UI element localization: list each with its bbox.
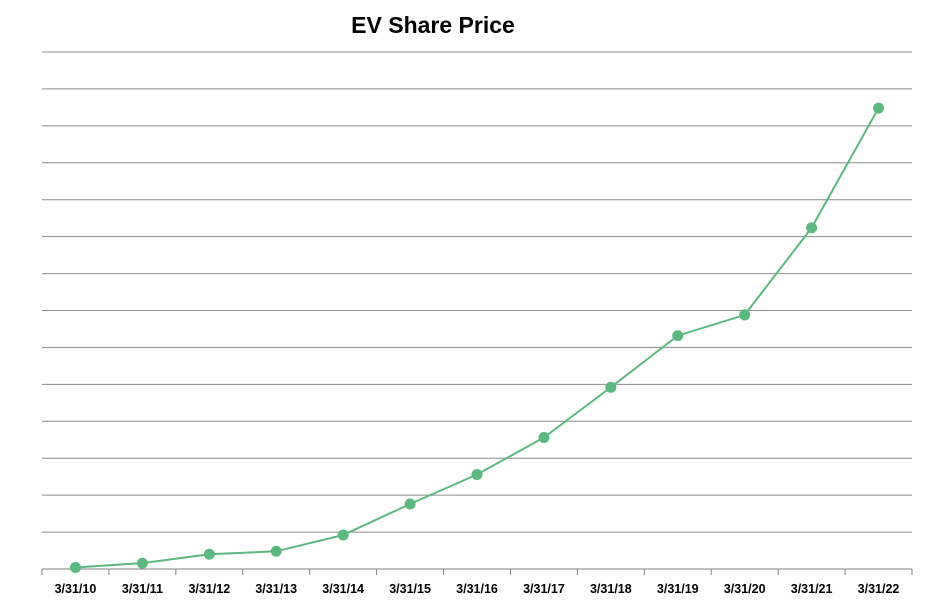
data-point <box>136 557 148 569</box>
data-point <box>270 545 282 557</box>
data-point <box>605 381 617 393</box>
x-tick-label: 3/31/21 <box>791 582 833 596</box>
data-point <box>538 432 550 444</box>
x-tick-label: 3/31/17 <box>523 582 565 596</box>
data-point <box>806 222 818 234</box>
x-tick-label: 3/31/18 <box>590 582 632 596</box>
chart-title: EV Share Price <box>351 12 515 38</box>
x-tick-label: 3/31/22 <box>858 582 900 596</box>
data-point <box>739 309 751 321</box>
x-tick-label: 3/31/12 <box>188 582 230 596</box>
x-tick-label: 3/31/19 <box>657 582 699 596</box>
x-tick-label: 3/31/13 <box>255 582 297 596</box>
x-axis <box>41 568 913 575</box>
series-line <box>75 107 880 569</box>
gridlines <box>42 51 912 533</box>
data-point <box>69 562 81 574</box>
data-point <box>873 102 885 114</box>
series-markers <box>69 102 885 574</box>
x-tick-labels: 3/31/10 3/31/11 3/31/12 3/31/13 3/31/14 3/31/… <box>55 582 900 596</box>
data-point <box>672 330 684 342</box>
x-tick-label: 3/31/16 <box>456 582 498 596</box>
data-point <box>203 548 215 560</box>
x-tick-label: 3/31/10 <box>55 582 97 596</box>
data-point <box>404 498 416 510</box>
data-point <box>337 529 349 541</box>
x-tick-label: 3/31/14 <box>322 582 364 596</box>
series-line-layer <box>75 107 880 569</box>
data-point <box>471 468 483 480</box>
x-tick-label: 3/31/20 <box>724 582 766 596</box>
x-tick-label: 3/31/11 <box>122 582 163 596</box>
x-tick-label: 3/31/15 <box>389 582 431 596</box>
